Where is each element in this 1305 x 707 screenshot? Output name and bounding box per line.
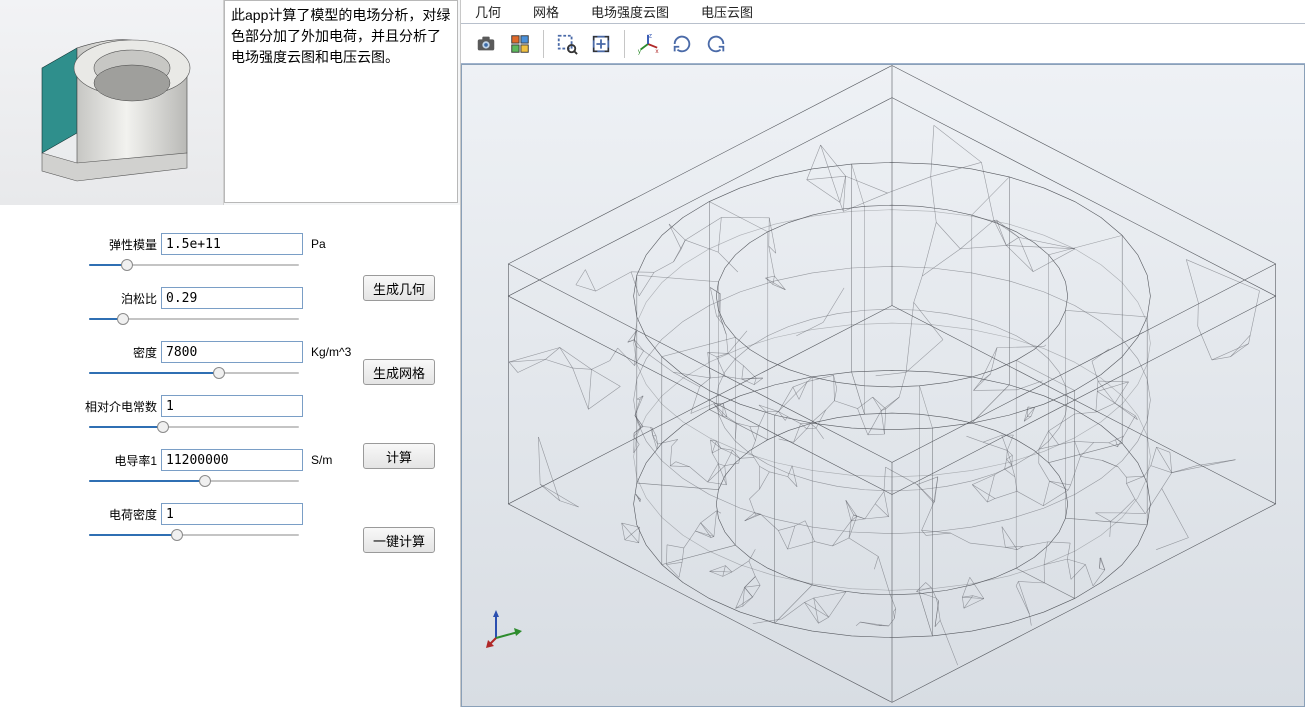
select-mode-icon[interactable] bbox=[505, 29, 535, 59]
density-input[interactable] bbox=[161, 341, 303, 363]
zoom-extents-icon[interactable] bbox=[586, 29, 616, 59]
param-unit: Kg/m^3 bbox=[311, 345, 351, 359]
action-buttons: 生成几何 生成网格 计算 一键计算 bbox=[363, 275, 435, 553]
zoom-box-icon[interactable] bbox=[552, 29, 582, 59]
elastic-modulus-input[interactable] bbox=[161, 233, 303, 255]
tab-geometry[interactable]: 几何 bbox=[467, 0, 509, 23]
param-unit: Pa bbox=[311, 237, 326, 251]
model-thumb-svg bbox=[12, 13, 212, 193]
tab-bar: 几何 网格 电场强度云图 电压云图 bbox=[461, 0, 1305, 24]
tab-efield[interactable]: 电场强度云图 bbox=[583, 0, 677, 23]
model-thumbnail bbox=[0, 0, 224, 205]
param-unit: S/m bbox=[311, 453, 332, 467]
generate-geometry-button[interactable]: 生成几何 bbox=[363, 275, 435, 301]
thumbnail-row: 此app计算了模型的电场分析，对绿色部分加了外加电荷，并且分析了电场强度云图和电… bbox=[0, 0, 460, 205]
left-panel: 此app计算了模型的电场分析，对绿色部分加了外加电荷，并且分析了电场强度云图和电… bbox=[0, 0, 460, 707]
right-panel: 几何 网格 电场强度云图 电压云图 x bbox=[460, 0, 1305, 707]
conductivity-input[interactable] bbox=[161, 449, 303, 471]
viewport-3d[interactable] bbox=[461, 64, 1305, 707]
axis-triad-icon bbox=[486, 608, 526, 648]
tab-voltage[interactable]: 电压云图 bbox=[693, 0, 761, 23]
toolbar-separator bbox=[543, 30, 544, 58]
poisson-input[interactable] bbox=[161, 287, 303, 309]
slider-elastic-modulus[interactable] bbox=[0, 257, 460, 273]
generate-mesh-button[interactable]: 生成网格 bbox=[363, 359, 435, 385]
param-row-elastic-modulus: 弹性模量 Pa bbox=[0, 233, 460, 255]
rel-permittivity-input[interactable] bbox=[161, 395, 303, 417]
param-label: 弹性模量 bbox=[85, 236, 157, 253]
viewport-toolbar: x y z bbox=[461, 24, 1305, 64]
param-label: 电导率1 bbox=[85, 452, 157, 469]
mesh-wireframe bbox=[462, 65, 1305, 705]
compute-all-button[interactable]: 一键计算 bbox=[363, 527, 435, 553]
param-label: 电荷密度 bbox=[85, 506, 157, 523]
charge-density-input[interactable] bbox=[161, 503, 303, 525]
snapshot-icon[interactable] bbox=[471, 29, 501, 59]
axis-orientation-icon[interactable]: x y z bbox=[633, 29, 663, 59]
toolbar-separator bbox=[624, 30, 625, 58]
svg-text:z: z bbox=[649, 33, 652, 40]
param-label: 相对介电常数 bbox=[85, 398, 157, 415]
param-label: 密度 bbox=[85, 344, 157, 361]
compute-button[interactable]: 计算 bbox=[363, 443, 435, 469]
description-box: 此app计算了模型的电场分析，对绿色部分加了外加电荷，并且分析了电场强度云图和电… bbox=[224, 0, 458, 203]
tab-mesh[interactable]: 网格 bbox=[525, 0, 567, 23]
param-label: 泊松比 bbox=[85, 290, 157, 307]
rotate-cw-icon[interactable] bbox=[701, 29, 731, 59]
svg-text:x: x bbox=[655, 48, 659, 55]
rotate-ccw-icon[interactable] bbox=[667, 29, 697, 59]
